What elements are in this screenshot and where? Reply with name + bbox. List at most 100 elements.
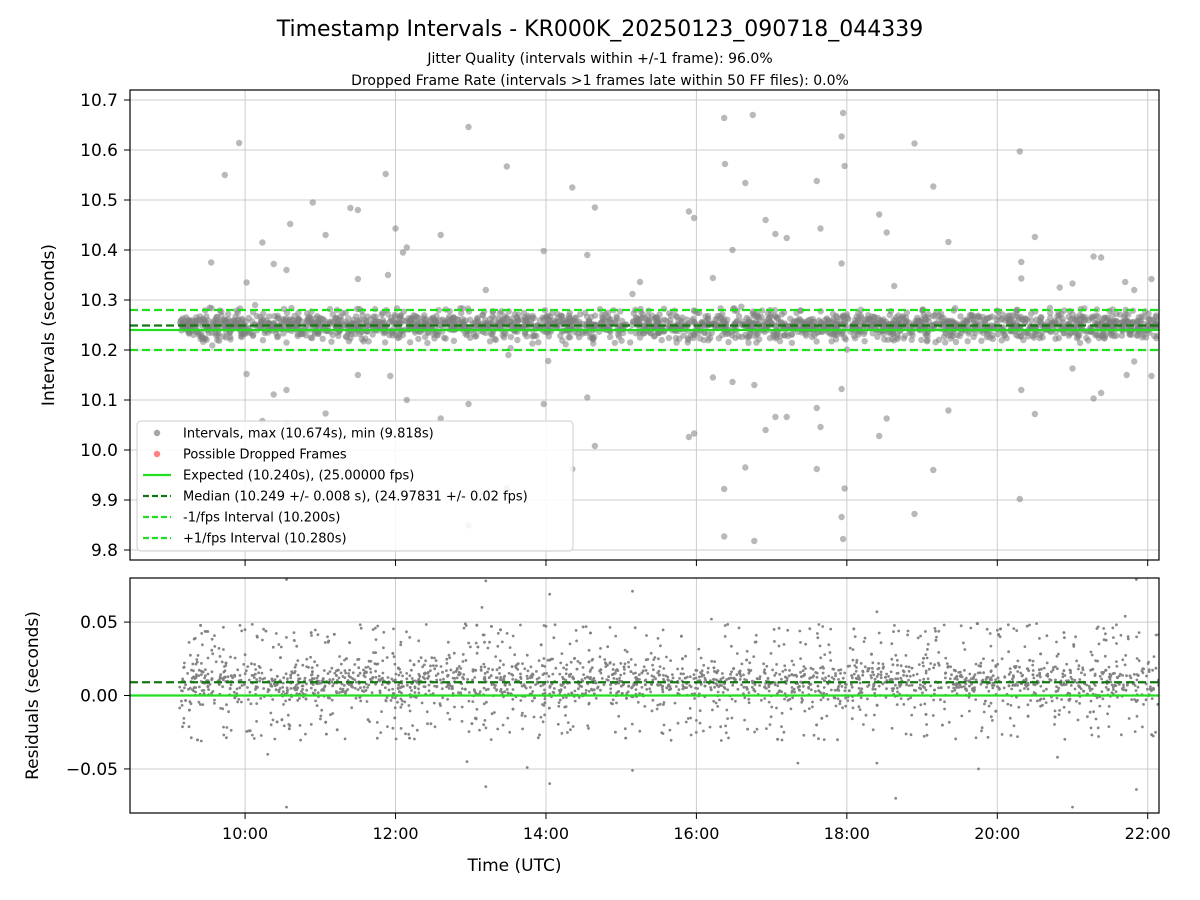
interval-point bbox=[643, 705, 647, 708]
interval-point bbox=[301, 663, 305, 667]
interval-point bbox=[851, 335, 859, 342]
interval-point bbox=[400, 685, 404, 689]
interval-point bbox=[623, 662, 627, 666]
interval-point bbox=[318, 321, 325, 328]
interval-point bbox=[233, 696, 237, 700]
interval-point bbox=[1063, 674, 1067, 677]
interval-point bbox=[378, 689, 382, 693]
interval-point bbox=[947, 720, 951, 724]
interval-point bbox=[843, 346, 851, 353]
interval-point bbox=[248, 690, 252, 694]
interval-point bbox=[1100, 329, 1107, 337]
interval-point bbox=[881, 662, 885, 666]
interval-point bbox=[742, 331, 749, 339]
interval-point bbox=[858, 708, 862, 711]
interval-point bbox=[1119, 733, 1123, 737]
interval-point bbox=[895, 319, 902, 326]
interval-point bbox=[661, 688, 664, 691]
interval-point bbox=[767, 313, 774, 320]
interval-point bbox=[802, 733, 806, 737]
interval-point bbox=[447, 653, 451, 657]
interval-point bbox=[255, 720, 258, 723]
interval-point bbox=[1074, 333, 1082, 340]
interval-point bbox=[554, 666, 558, 670]
interval-point bbox=[464, 624, 468, 627]
interval-point bbox=[1069, 684, 1073, 687]
interval-point bbox=[820, 716, 824, 720]
interval-point bbox=[837, 668, 841, 672]
interval-point bbox=[921, 684, 925, 688]
interval-point bbox=[446, 697, 449, 701]
interval-point bbox=[842, 336, 849, 343]
interval-point bbox=[301, 687, 304, 691]
interval-point bbox=[632, 330, 639, 337]
interval-point bbox=[303, 676, 307, 680]
interval-point bbox=[974, 698, 978, 701]
interval-point bbox=[863, 665, 867, 669]
interval-point bbox=[1150, 733, 1154, 737]
interval-point bbox=[407, 704, 411, 707]
interval-point bbox=[282, 703, 285, 706]
interval-point bbox=[486, 670, 489, 674]
interval-point bbox=[539, 643, 543, 647]
outlier-point bbox=[690, 214, 698, 222]
interval-point bbox=[902, 673, 905, 677]
interval-point bbox=[901, 669, 905, 673]
interval-point bbox=[615, 701, 618, 705]
interval-point bbox=[1123, 663, 1127, 667]
interval-point bbox=[399, 671, 403, 674]
interval-point bbox=[309, 655, 312, 659]
outlier-point bbox=[259, 239, 266, 246]
interval-point bbox=[910, 713, 914, 717]
interval-point bbox=[463, 687, 467, 691]
interval-point bbox=[357, 666, 361, 670]
interval-point bbox=[282, 676, 286, 680]
interval-point bbox=[916, 636, 920, 640]
interval-point bbox=[240, 684, 244, 687]
interval-point bbox=[472, 688, 476, 692]
interval-point bbox=[1092, 330, 1099, 337]
interval-point bbox=[925, 723, 928, 726]
interval-point bbox=[1038, 698, 1042, 702]
interval-point bbox=[984, 699, 987, 703]
interval-point bbox=[498, 317, 505, 325]
interval-point bbox=[658, 665, 662, 668]
interval-point bbox=[1102, 627, 1106, 630]
interval-point bbox=[490, 625, 493, 628]
interval-point bbox=[773, 683, 777, 687]
interval-point bbox=[391, 311, 399, 319]
interval-point bbox=[915, 672, 919, 676]
interval-point bbox=[611, 339, 618, 347]
interval-point bbox=[393, 716, 397, 720]
interval-point bbox=[495, 688, 498, 692]
interval-point bbox=[458, 672, 462, 675]
interval-point bbox=[1012, 627, 1016, 630]
interval-point bbox=[804, 667, 807, 670]
interval-point bbox=[851, 706, 855, 710]
interval-point bbox=[812, 674, 816, 678]
interval-point bbox=[643, 683, 647, 687]
interval-point bbox=[979, 661, 983, 665]
interval-point bbox=[800, 675, 803, 679]
interval-point bbox=[286, 688, 289, 692]
interval-point bbox=[965, 689, 969, 692]
interval-point bbox=[273, 737, 277, 741]
interval-point bbox=[914, 314, 921, 321]
interval-point bbox=[857, 687, 861, 690]
interval-point bbox=[813, 338, 820, 345]
interval-point bbox=[1062, 631, 1066, 634]
interval-point bbox=[316, 691, 320, 695]
interval-point bbox=[524, 686, 528, 690]
outlier-point bbox=[591, 204, 599, 211]
interval-point bbox=[310, 666, 314, 670]
interval-point bbox=[309, 631, 313, 634]
interval-point bbox=[634, 663, 637, 667]
interval-point bbox=[1001, 699, 1005, 703]
interval-point bbox=[566, 318, 573, 325]
interval-point bbox=[599, 671, 603, 675]
interval-point bbox=[224, 310, 232, 318]
interval-point bbox=[902, 703, 906, 706]
y-tick-label: 10.0 bbox=[80, 441, 118, 461]
interval-point bbox=[644, 669, 648, 672]
interval-point bbox=[249, 702, 253, 706]
